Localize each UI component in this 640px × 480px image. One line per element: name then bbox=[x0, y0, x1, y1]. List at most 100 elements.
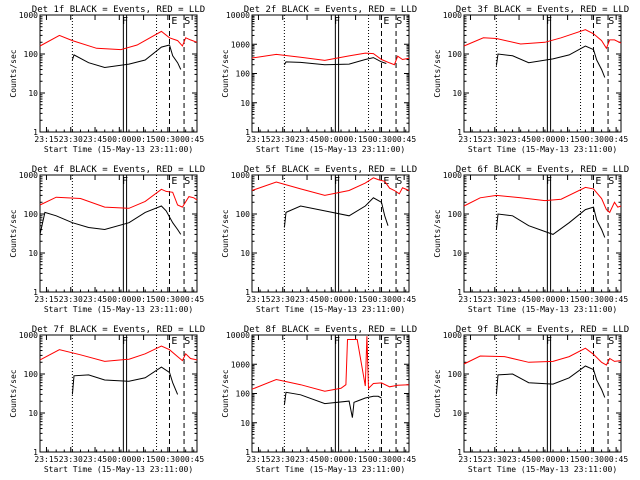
y-tick-label: 10000 bbox=[226, 331, 250, 340]
x-tick-label: 23:45 bbox=[83, 295, 107, 304]
flag-f: F bbox=[334, 336, 340, 347]
panel-det-1: Det 1f BLACK = Events, RED = LLD 1 10 100 10… bbox=[9, 5, 205, 154]
events-series-line bbox=[495, 45, 606, 78]
lld-series-line bbox=[251, 52, 410, 66]
panel-title: Det 8f BLACK = Events, RED = LLD bbox=[244, 325, 417, 335]
plot-frame bbox=[39, 14, 198, 133]
x-tick-label: 00:15 bbox=[556, 455, 580, 464]
x-tick-label: 00:00 bbox=[319, 135, 343, 144]
x-tick-label: 23:15 bbox=[246, 135, 270, 144]
x-tick-label: 00:15 bbox=[344, 295, 368, 304]
y-axis-label: Counts/sec bbox=[221, 49, 230, 97]
panel-title: Det 9f BLACK = Events, RED = LLD bbox=[456, 325, 629, 335]
x-tick-label: 00:00 bbox=[531, 455, 555, 464]
x-tick-label: 23:30 bbox=[271, 295, 295, 304]
y-tick-label: 1 bbox=[457, 128, 462, 137]
flag-f: F bbox=[334, 16, 340, 27]
x-tick-label: 00:00 bbox=[107, 135, 131, 144]
y-tick-label: 100 bbox=[236, 390, 251, 399]
events-series-line bbox=[71, 44, 182, 70]
x-tick-label: 00:30 bbox=[368, 135, 392, 144]
panel-title: Det 1f BLACK = Events, RED = LLD bbox=[32, 5, 205, 15]
x-tick-label: 23:15 bbox=[246, 295, 270, 304]
events-series-line bbox=[39, 205, 182, 235]
lld-series-line bbox=[39, 345, 198, 362]
y-tick-label: 100 bbox=[448, 210, 463, 219]
panel-det-5: Det 5f BLACK = Events, RED = LLD 1 10 100 10… bbox=[221, 165, 417, 314]
flag-s: S bbox=[184, 16, 190, 27]
panel-det-3: Det 3f BLACK = Events, RED = LLD 1 10 100 10… bbox=[433, 5, 629, 154]
y-tick-label: 100 bbox=[24, 210, 39, 219]
x-tick-label: 23:45 bbox=[507, 135, 531, 144]
y-tick-label: 1 bbox=[457, 288, 462, 297]
plot-frame bbox=[463, 174, 622, 293]
panel-det-2: Det 2f BLACK = Events, RED = LLD 1 10 100 10… bbox=[221, 5, 417, 154]
y-axis-label: Counts/sec bbox=[221, 209, 230, 257]
y-tick-label: 10 bbox=[452, 249, 462, 258]
panel-title: Det 5f BLACK = Events, RED = LLD bbox=[244, 165, 417, 175]
plot-frame bbox=[463, 334, 622, 453]
x-tick-label: 00:30 bbox=[368, 295, 392, 304]
events-series-line bbox=[283, 57, 387, 66]
y-tick-label: 1 bbox=[457, 448, 462, 457]
x-tick-label: 23:15 bbox=[34, 135, 58, 144]
panel-title: Det 6f BLACK = Events, RED = LLD bbox=[456, 165, 629, 175]
plot-frame bbox=[251, 174, 410, 293]
y-tick-label: 100 bbox=[448, 50, 463, 59]
y-tick-label: 100 bbox=[24, 370, 39, 379]
flag-e: E bbox=[595, 16, 601, 27]
y-tick-label: 100 bbox=[236, 210, 251, 219]
y-axis-label: Counts/sec bbox=[433, 49, 442, 97]
x-tick-label: 00:45 bbox=[392, 135, 416, 144]
y-tick-label: 100 bbox=[24, 50, 39, 59]
x-tick-label: 23:45 bbox=[83, 135, 107, 144]
x-tick-label: 23:15 bbox=[34, 455, 58, 464]
panel-title: Det 2f BLACK = Events, RED = LLD bbox=[244, 5, 417, 15]
x-tick-label: 00:00 bbox=[319, 455, 343, 464]
events-series-line bbox=[283, 197, 389, 228]
x-tick-label: 23:15 bbox=[458, 455, 482, 464]
flag-f: F bbox=[546, 16, 552, 27]
lld-series-line bbox=[463, 29, 622, 50]
plot-frame bbox=[251, 334, 410, 453]
flag-s: S bbox=[396, 176, 402, 187]
x-tick-label: 00:15 bbox=[132, 455, 156, 464]
panel-det-6: Det 6f BLACK = Events, RED = LLD 1 10 100 10… bbox=[433, 165, 629, 314]
plot-frame bbox=[39, 334, 198, 453]
flag-s: S bbox=[184, 336, 190, 347]
x-tick-label: 00:15 bbox=[344, 135, 368, 144]
events-series-line bbox=[495, 206, 606, 238]
lld-series-line bbox=[251, 177, 410, 196]
x-tick-label: 23:45 bbox=[507, 455, 531, 464]
flag-s: S bbox=[184, 176, 190, 187]
y-tick-label: 10 bbox=[240, 99, 250, 108]
x-tick-label: 00:00 bbox=[107, 455, 131, 464]
x-tick-label: 23:45 bbox=[83, 455, 107, 464]
y-axis-label: Counts/sec bbox=[9, 209, 18, 257]
x-tick-label: 00:30 bbox=[156, 135, 180, 144]
y-tick-label: 100 bbox=[236, 70, 251, 79]
y-tick-label: 1 bbox=[245, 288, 250, 297]
flag-f: F bbox=[546, 336, 552, 347]
y-tick-label: 10000 bbox=[226, 11, 250, 20]
y-tick-label: 1000 bbox=[443, 171, 462, 180]
x-tick-label: 00:30 bbox=[580, 455, 604, 464]
y-tick-label: 10 bbox=[452, 89, 462, 98]
flag-f: F bbox=[546, 176, 552, 187]
x-tick-label: 00:45 bbox=[180, 135, 204, 144]
y-tick-label: 10 bbox=[240, 419, 250, 428]
lld-series-line bbox=[251, 336, 410, 392]
flag-f: F bbox=[122, 336, 128, 347]
y-tick-label: 1000 bbox=[19, 331, 38, 340]
x-tick-label: 23:15 bbox=[458, 295, 482, 304]
flag-e: E bbox=[171, 16, 177, 27]
y-tick-label: 10 bbox=[28, 249, 38, 258]
x-tick-label: 23:30 bbox=[271, 455, 295, 464]
flag-s: S bbox=[608, 336, 614, 347]
x-tick-label: 00:45 bbox=[180, 295, 204, 304]
lld-series-line bbox=[39, 188, 198, 209]
flag-s: S bbox=[608, 176, 614, 187]
x-tick-label: 00:45 bbox=[604, 135, 628, 144]
y-tick-label: 1000 bbox=[443, 11, 462, 20]
